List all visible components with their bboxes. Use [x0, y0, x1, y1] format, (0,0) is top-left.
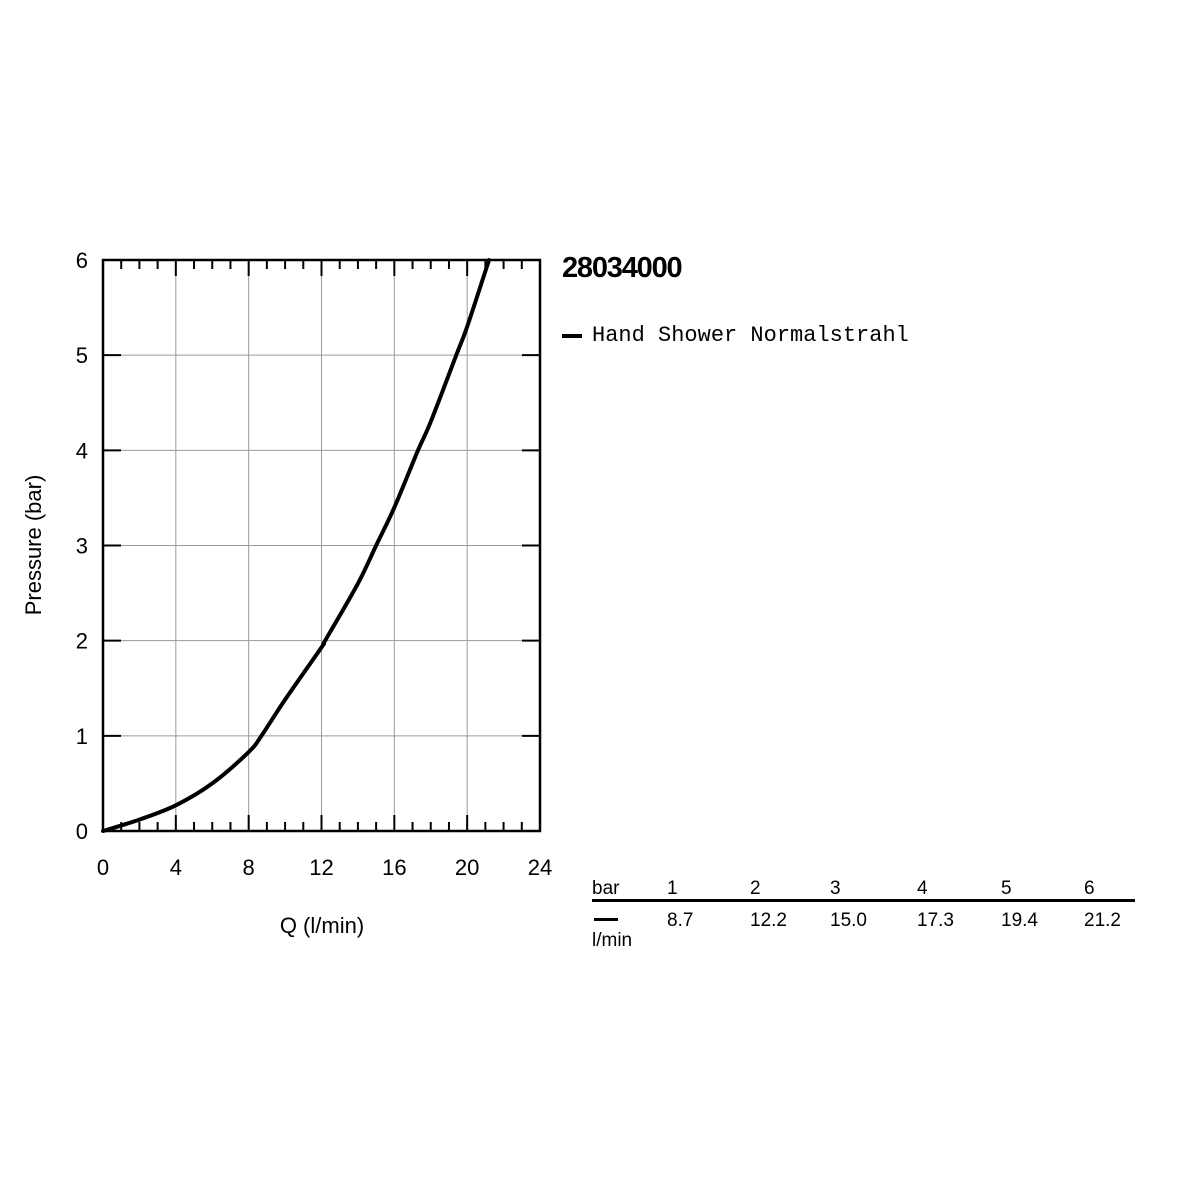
x-tick-label: 8	[243, 855, 255, 880]
table-flow-cell: 12.2	[750, 910, 787, 931]
chart-gridlines	[103, 260, 540, 831]
chart-series	[101, 258, 492, 833]
series-line	[101, 258, 492, 833]
flow-rate-table: bar 1 2 3 4 5 6 8.7 12.2 15.0 17.3 19.4 …	[592, 878, 1136, 958]
y-tick-label: 1	[76, 724, 88, 749]
table-flow-cell: 8.7	[667, 910, 694, 931]
x-tick-label: 4	[170, 855, 182, 880]
legend-label: Hand Shower Normalstrahl	[592, 323, 909, 348]
y-axis-title: Pressure (bar)	[21, 475, 46, 616]
x-tick-label: 16	[382, 855, 406, 880]
table-flow-cell: 17.3	[917, 910, 954, 931]
table-header-label: bar	[592, 878, 620, 899]
y-tick-label: 3	[76, 534, 88, 559]
x-tick-label: 12	[309, 855, 333, 880]
x-axis-title: Q (l/min)	[280, 913, 364, 938]
y-tick-label: 5	[76, 343, 88, 368]
table-series-swatch	[594, 918, 618, 921]
x-tick-label: 0	[97, 855, 109, 880]
table-pressure-cell: 1	[667, 878, 678, 899]
y-tick-label: 4	[76, 438, 88, 463]
model-number-title: 28034000	[562, 252, 683, 284]
table-pressure-cell: 5	[1001, 878, 1012, 899]
chart-ticks	[103, 260, 540, 831]
table-pressure-cell: 4	[917, 878, 928, 899]
x-tick-label: 20	[455, 855, 479, 880]
table-flow-cell: 19.4	[1001, 910, 1038, 931]
table-pressure-cell: 2	[750, 878, 761, 899]
y-tick-label: 0	[76, 819, 88, 844]
x-tick-label: 24	[528, 855, 552, 880]
table-flow-cell: 15.0	[830, 910, 867, 931]
plot-frame	[101, 258, 542, 833]
legend-swatch	[562, 333, 582, 338]
table-pressure-cell: 3	[830, 878, 841, 899]
table-flow-cell: 21.2	[1084, 910, 1121, 931]
table-unit-label: l/min	[592, 930, 633, 951]
table-pressure-cell: 6	[1084, 878, 1095, 899]
table-divider	[592, 899, 1135, 902]
y-tick-label: 6	[76, 248, 88, 273]
y-tick-label: 2	[76, 629, 88, 654]
chart-legend: Hand Shower Normalstrahl	[562, 323, 909, 348]
